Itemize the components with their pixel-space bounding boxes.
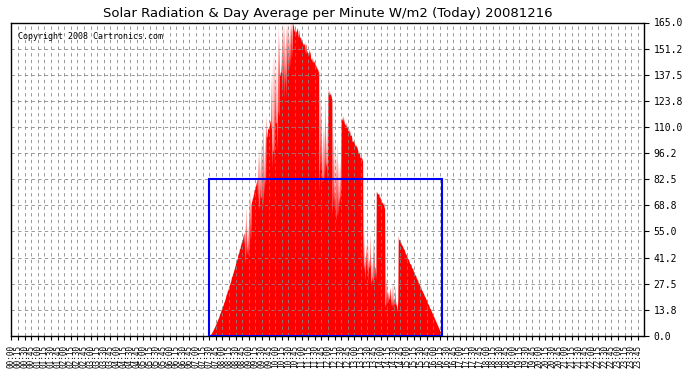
Text: Copyright 2008 Cartronics.com: Copyright 2008 Cartronics.com (18, 32, 163, 41)
Bar (209, 179, 442, 336)
Title: Solar Radiation & Day Average per Minute W/m2 (Today) 20081216: Solar Radiation & Day Average per Minute… (103, 7, 553, 20)
